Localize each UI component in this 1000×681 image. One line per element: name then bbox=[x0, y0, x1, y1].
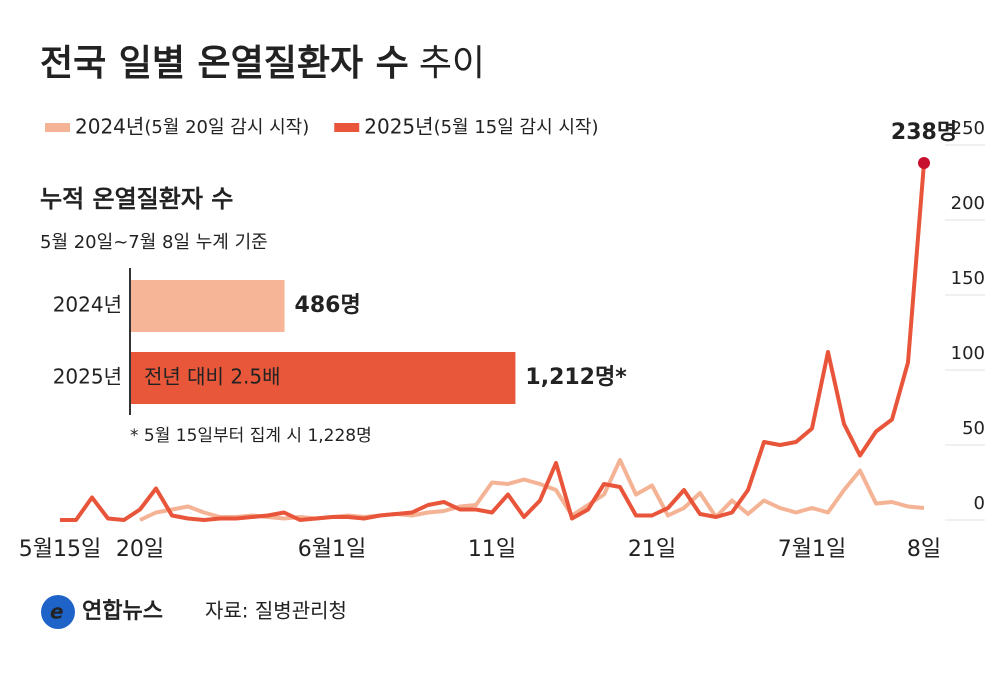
y-tick-label: 50 bbox=[962, 418, 985, 439]
bar bbox=[130, 352, 516, 404]
legend-label: 2025년 bbox=[364, 115, 433, 139]
value-label: 1,212명* bbox=[525, 365, 627, 390]
y-tick-label: 100 bbox=[951, 343, 985, 364]
x-tick-label: 21일 bbox=[628, 537, 676, 562]
x-tick-label: 7월1일 bbox=[778, 537, 846, 562]
title: 전국 일별 온열질환자 수 bbox=[40, 43, 409, 84]
bar bbox=[130, 280, 285, 332]
logo: e bbox=[41, 595, 75, 629]
y-tick-label: 150 bbox=[951, 268, 985, 289]
category-label: 2025년 bbox=[53, 365, 122, 389]
x-tick-label: 6월1일 bbox=[298, 537, 366, 562]
x-tick-label: 11일 bbox=[468, 537, 516, 562]
inset-subtitle: 5월 20일~7월 8일 누계 기준 bbox=[40, 232, 268, 253]
value-label: 238명 bbox=[891, 120, 957, 145]
logo-glyph: e bbox=[50, 600, 64, 624]
highlight-point bbox=[918, 157, 930, 169]
legend-label: 2024년 bbox=[75, 115, 144, 139]
y-tick-label: 250 bbox=[951, 118, 985, 139]
x-tick-label: 20일 bbox=[116, 537, 164, 562]
legend-swatch bbox=[45, 123, 70, 132]
data-line bbox=[139, 458, 925, 522]
y-tick-label: 0 bbox=[974, 493, 985, 514]
x-tick-label: 5월15일 bbox=[19, 537, 101, 562]
x-tick-label: 8일 bbox=[907, 537, 941, 562]
legend-note: (5월 20일 감시 시작) bbox=[144, 117, 309, 138]
inset-title: 누적 온열질환자 수 bbox=[40, 185, 233, 213]
legend-swatch bbox=[334, 123, 360, 132]
y-tick-label: 200 bbox=[951, 193, 985, 214]
source: 자료: 질병관리청 bbox=[205, 599, 347, 623]
title-suffix: 추이 bbox=[419, 43, 485, 84]
legend-note: (5월 15일 감시 시작) bbox=[434, 117, 599, 138]
inset-note: * 5월 15일부터 집계 시 1,228명 bbox=[130, 426, 372, 446]
data-line bbox=[60, 162, 926, 522]
category-label: 2024년 bbox=[53, 293, 122, 317]
logo-icon bbox=[41, 595, 75, 629]
bar-annotation: 전년 대비 2.5배 bbox=[144, 365, 281, 389]
value-label: 486명 bbox=[295, 293, 361, 318]
logo-text: 연합뉴스 bbox=[82, 598, 163, 624]
